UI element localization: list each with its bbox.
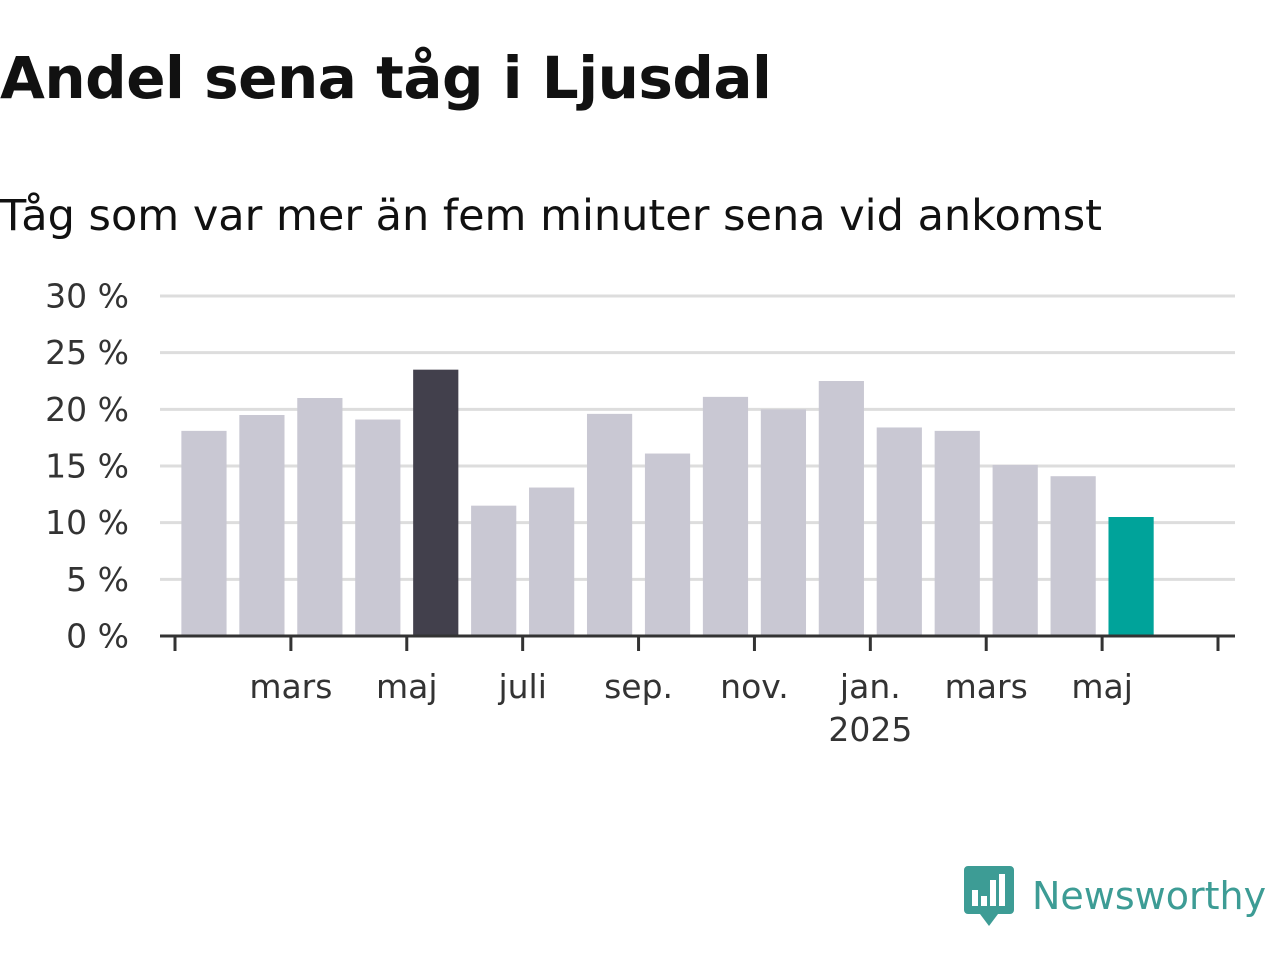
- bar-2024-05: [355, 419, 401, 636]
- y-tick-label: 30 %: [45, 277, 129, 316]
- bar-2024-02: [181, 430, 227, 636]
- x-tick-label: mars: [249, 667, 332, 706]
- bar-2024-08: [529, 487, 575, 636]
- bar-2024-04: [297, 398, 343, 636]
- x-tick-label: jan.: [839, 667, 901, 706]
- y-tick-label: 25 %: [45, 333, 129, 372]
- y-tick-label: 15 %: [45, 447, 129, 486]
- x-axis-labels: mars maj juli sep. nov. jan. 2025 mars maj: [249, 667, 1133, 749]
- bar-2024-12: [760, 409, 807, 636]
- bar-chart: 30 % 25 % 20 % 15 % 10 % 5 % 0 % mars maj juli se…: [45, 277, 1235, 749]
- bar-2025-04: [992, 464, 1038, 636]
- x-tick-year-label: 2025: [828, 710, 912, 749]
- y-tick-label: 10 %: [45, 503, 129, 542]
- bar-2025-01: [818, 381, 864, 636]
- bar-2025-06: [1108, 517, 1154, 636]
- y-tick-label: 5 %: [66, 560, 129, 599]
- chart-title: Andel sena tåg i Ljusdal: [0, 44, 772, 112]
- y-axis-labels: 30 % 25 % 20 % 15 % 10 % 5 % 0 %: [45, 277, 129, 656]
- bar-2024-09: [586, 413, 633, 636]
- newsworthy-brand[interactable]: Newsworthy: [964, 864, 1266, 928]
- newsworthy-logo-icon: [964, 866, 1014, 926]
- bar-2024-10: [644, 453, 691, 636]
- bar-2025-02: [876, 427, 922, 636]
- x-tick-label: juli: [497, 667, 546, 706]
- x-tick-label: mars: [945, 667, 1028, 706]
- bar-2024-07: [471, 505, 517, 636]
- bar-2024-11: [702, 396, 749, 636]
- x-tick-label: nov.: [720, 667, 789, 706]
- bar-2024-06: [413, 369, 459, 636]
- x-tick-label: maj: [376, 667, 438, 706]
- x-tick-label: maj: [1071, 667, 1133, 706]
- bar-2024-03: [239, 415, 285, 636]
- bar-2025-05: [1050, 476, 1096, 636]
- y-tick-label: 20 %: [45, 390, 129, 429]
- brand-name: Newsworthy: [1032, 874, 1267, 918]
- bar-2025-03: [934, 430, 980, 636]
- y-tick-label: 0 %: [66, 617, 129, 656]
- x-tick-label: sep.: [604, 667, 673, 706]
- chart-subtitle: Tåg som var mer än fem minuter sena vid …: [0, 191, 1103, 241]
- x-axis: [160, 634, 1235, 651]
- bars: [181, 369, 1154, 636]
